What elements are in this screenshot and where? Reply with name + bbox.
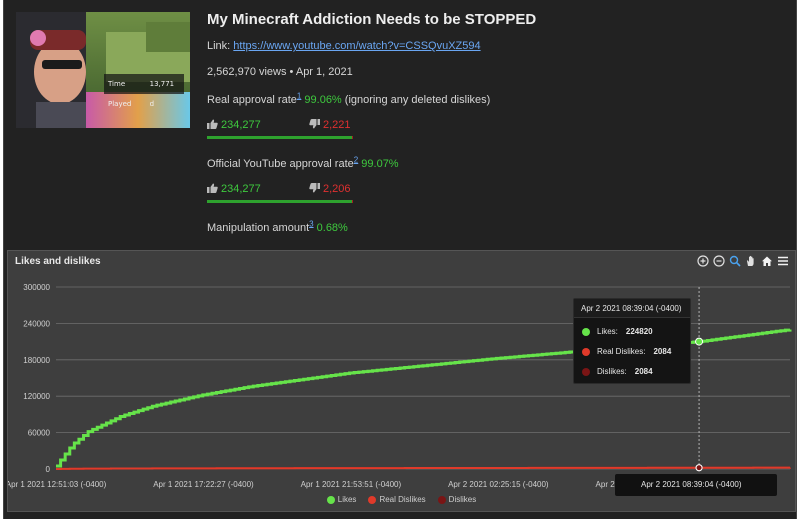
home-icon[interactable]: [761, 255, 773, 267]
legend-real-dislikes-label: Real Dislikes: [379, 495, 426, 504]
chart-toolbar: [697, 255, 789, 267]
thumbnail-badge: Time Played 13,771 d: [104, 74, 184, 108]
y-tick-label: 0: [46, 465, 51, 474]
thumbs-down-icon: [309, 119, 320, 129]
video-meta: 2,562,970 views • Apr 1, 2021: [207, 66, 353, 78]
real-approval-bar-fill: [207, 136, 352, 139]
tooltip-likes-label: Likes:: [597, 327, 618, 336]
real-likes: 234,277: [207, 119, 261, 131]
chart-title: Likes and dislikes: [15, 256, 101, 267]
footnote-2-link[interactable]: 2: [353, 155, 359, 165]
tooltip-row-likes: Likes: 224820: [582, 327, 653, 336]
thumbs-up-icon: [207, 183, 218, 193]
real-dislikes: 2,221: [309, 119, 351, 131]
official-approval-label: Official YouTube approval rate: [207, 158, 354, 170]
y-tick-label: 120000: [23, 392, 50, 401]
legend-item-real-dislikes[interactable]: Real Dislikes: [368, 495, 426, 504]
thumbnail-badge-label: Time Played: [108, 80, 132, 108]
video-thumbnail[interactable]: Time Played 13,771 d: [16, 12, 190, 128]
official-likes-count: 234,277: [221, 183, 261, 195]
official-approval-row: Official YouTube approval rate2 99.07%: [207, 155, 399, 170]
menu-icon[interactable]: [777, 255, 789, 267]
tooltip-likes-marker: [582, 327, 590, 336]
x-tick-label: Apr 1 2021 17:22:27 (-0400): [153, 480, 254, 489]
thumbnail-image: [16, 12, 190, 128]
legend-item-likes[interactable]: Likes: [326, 495, 357, 504]
video-title: My Minecraft Addiction Needs to be STOPP…: [207, 11, 537, 28]
tooltip-row-dislikes: Dislikes: 2084: [582, 367, 653, 376]
thumbs-down-icon: [309, 183, 320, 193]
y-tick-label: 240000: [23, 319, 50, 328]
chart-legend: Likes Real Dislikes Dislikes: [8, 495, 795, 504]
official-dislikes-count: 2,206: [323, 183, 351, 195]
official-dislikes: 2,206: [309, 183, 351, 195]
y-tick-label: 180000: [23, 356, 50, 365]
legend-dislikes-marker: [437, 495, 446, 504]
link-label: Link:: [207, 40, 234, 52]
real-dislikes-count: 2,221: [323, 119, 351, 131]
footnote-3-link[interactable]: 3: [309, 219, 314, 229]
tooltip-real-dislikes-marker: [582, 347, 590, 356]
legend-item-dislikes[interactable]: Dislikes: [437, 495, 477, 504]
zoom-out-icon[interactable]: [713, 255, 725, 267]
legend-real-dislikes-marker: [368, 495, 377, 504]
tooltip-header: Apr 2 2021 08:39:04 (-0400): [574, 299, 690, 318]
legend-likes-label: Likes: [337, 495, 357, 504]
likes-dislikes-chart[interactable]: 0 60000 120000 180000 240000 300000 Apr 1 2021…: [7, 250, 796, 512]
real-approval-bar: [207, 136, 353, 139]
x-tick-label: Apr 2 2021 02:25:15 (-0400): [448, 480, 549, 489]
tooltip-dislikes-label: Dislikes:: [597, 367, 627, 376]
tooltip-likes-value: 224820: [625, 327, 653, 336]
x-tick-label: Apr 1 2021 12:51:03 (-0400): [8, 480, 107, 489]
x-tick-label: Apr 1 2021 21:53:51 (-0400): [301, 480, 402, 489]
zoom-in-icon[interactable]: [697, 255, 709, 267]
tooltip-real-dislikes-value: 2084: [653, 347, 672, 356]
pan-hand-icon[interactable]: [745, 255, 757, 267]
official-approval-bar: [207, 200, 353, 203]
thumbs-up-icon: [207, 119, 218, 129]
real-approval-row: Real approval rate1 99.06% (ignoring any…: [207, 91, 491, 106]
real-approval-label: Real approval rate: [207, 94, 297, 106]
tooltip-dislikes-value: 2084: [634, 367, 653, 376]
tooltip-dislikes-marker: [582, 367, 590, 376]
legend-dislikes-label: Dislikes: [448, 495, 477, 504]
tooltip-row-real-dislikes: Real Dislikes: 2084: [582, 347, 671, 356]
series-line-real-dislikes: [56, 466, 791, 470]
real-approval-note: (ignoring any deleted dislikes): [341, 94, 491, 106]
thumbnail-badge-value: 13,771 d: [149, 80, 175, 108]
footnote-1-link[interactable]: 1: [296, 91, 302, 101]
video-link[interactable]: https://www.youtube.com/watch?v=CSSQvuXZ…: [233, 40, 481, 52]
stats-page: Time Played 13,771 d My Minecraft Addict…: [3, 0, 797, 519]
chart-tooltip: Apr 2 2021 08:39:04 (-0400) Likes: 224820…: [573, 298, 691, 384]
y-tick-label: 60000: [28, 429, 51, 438]
manipulation-value: 0.68%: [316, 222, 348, 234]
hover-point-likes: [695, 337, 704, 346]
official-vote-counts: 234,277 2,206: [207, 183, 353, 205]
official-likes: 234,277: [207, 183, 261, 195]
y-tick-label: 300000: [23, 283, 50, 292]
real-vote-counts: 234,277 2,221: [207, 119, 353, 141]
hover-point-dislikes: [695, 464, 703, 472]
real-approval-value: 99.06%: [304, 94, 342, 106]
tooltip-real-dislikes-label: Real Dislikes:: [597, 347, 646, 356]
crosshair-x-label: Apr 2 2021 08:39:04 (-0400): [615, 474, 777, 496]
manipulation-label: Manipulation amount: [207, 222, 310, 234]
manipulation-row: Manipulation amount3 0.68%: [207, 219, 348, 234]
magnifier-icon[interactable]: [729, 255, 741, 267]
official-approval-value: 99.07%: [361, 158, 399, 170]
legend-likes-marker: [326, 495, 335, 504]
official-approval-bar-fill: [207, 200, 352, 203]
link-row: Link: https://www.youtube.com/watch?v=CS…: [207, 40, 481, 52]
real-likes-count: 234,277: [221, 119, 261, 131]
